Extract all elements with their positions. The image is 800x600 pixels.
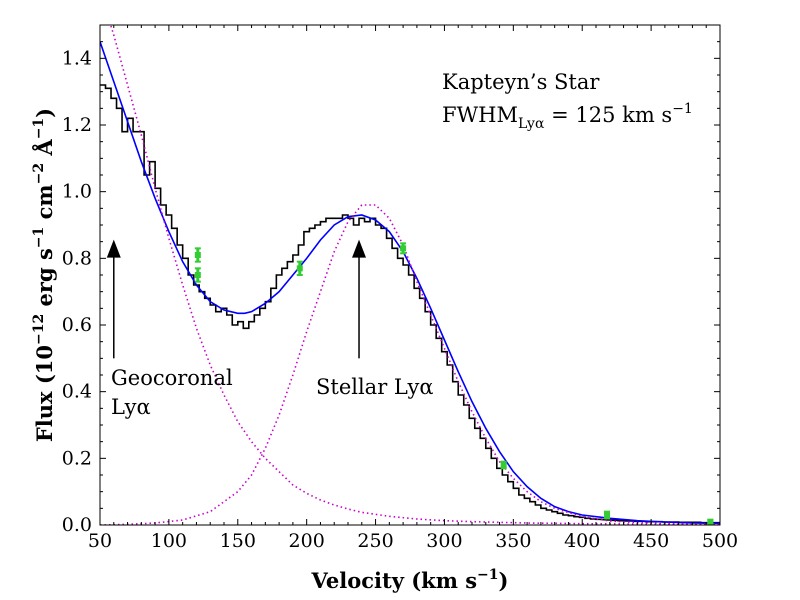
error-point bbox=[194, 247, 201, 263]
data-point-marker bbox=[194, 252, 201, 258]
arrow-head bbox=[106, 239, 121, 258]
x-tick-label: 150 bbox=[220, 530, 256, 552]
geocoronal-component-line bbox=[109, 25, 720, 525]
model-fit-line bbox=[100, 41, 720, 525]
stellar-lya-label: Stellar Lyα bbox=[316, 375, 434, 399]
geocoronal-arrow bbox=[106, 239, 121, 359]
x-tick-label: 500 bbox=[702, 530, 738, 552]
data-point-marker bbox=[707, 518, 714, 525]
stellar-arrow bbox=[352, 239, 367, 359]
x-tick-label: 250 bbox=[357, 530, 393, 552]
arrow-head bbox=[352, 239, 367, 258]
x-tick-label: 100 bbox=[151, 530, 187, 552]
fwhm-label: FWHMLyα = 125 km s−1 bbox=[442, 101, 693, 132]
geocoronal-label: Geocoronal bbox=[111, 366, 233, 390]
error-point bbox=[400, 242, 407, 255]
x-axis-title: Velocity (km s−1) bbox=[311, 567, 509, 593]
stellar-component-line bbox=[100, 204, 720, 525]
y-tick-label: 0.8 bbox=[62, 247, 92, 269]
x-tick-label: 450 bbox=[633, 530, 669, 552]
observed-spectrum-step bbox=[100, 84, 720, 524]
y-tick-label: 0.2 bbox=[62, 447, 92, 469]
error-point bbox=[604, 510, 611, 520]
x-tick-label: 200 bbox=[289, 530, 325, 552]
x-tick-label: 350 bbox=[495, 530, 531, 552]
error-point bbox=[500, 460, 507, 470]
error-point bbox=[296, 260, 303, 276]
x-tick-label: 50 bbox=[88, 530, 112, 552]
data-point-marker bbox=[500, 462, 507, 468]
data-point-marker bbox=[296, 265, 303, 272]
y-tick-label: 1.2 bbox=[62, 114, 92, 136]
star-name-label: Kapteyn’s Star bbox=[442, 70, 600, 94]
annotation-arrows bbox=[106, 239, 367, 359]
error-point bbox=[707, 518, 714, 525]
axis-ticks: 50 100 150 200 250 300 350 400 450 500 0.0 0.2 0.4 0.… bbox=[62, 25, 738, 552]
geocoronal-lya-label: Lyα bbox=[111, 395, 151, 419]
data-point-marker bbox=[194, 272, 201, 278]
x-tick-label: 300 bbox=[426, 530, 462, 552]
y-tick-label: 0.4 bbox=[62, 381, 92, 403]
y-tick-label: 0.0 bbox=[62, 514, 92, 536]
x-tick-label: 400 bbox=[564, 530, 600, 552]
plot-area bbox=[100, 25, 720, 525]
data-point-marker bbox=[400, 245, 407, 252]
y-tick-label: 0.6 bbox=[62, 314, 92, 336]
y-tick-label: 1.0 bbox=[62, 181, 92, 203]
data-point-marker bbox=[604, 512, 611, 518]
y-axis-title: Flux (10−12 erg s−1 cm−2 Å−1) bbox=[31, 108, 57, 442]
error-point bbox=[194, 267, 201, 283]
y-tick-label: 1.4 bbox=[62, 47, 92, 69]
